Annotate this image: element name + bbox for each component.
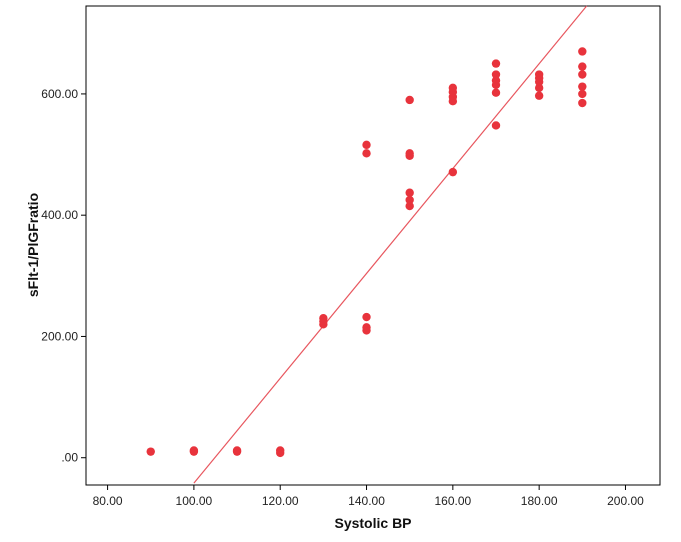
data-point — [578, 98, 587, 108]
data-point — [534, 91, 544, 100]
x-tick-label: 80.00 — [93, 494, 123, 508]
x-axis-ticks: 80.00 100.00 120.00 140.00 160.00 180.00 200.0… — [93, 485, 644, 508]
fit-line-layer — [193, 5, 588, 484]
x-tick-label: 120.00 — [262, 494, 299, 508]
data-point — [405, 201, 414, 211]
data-point — [232, 446, 242, 455]
y-axis-ticks: .00 200.00 400.00 600.00 — [41, 87, 86, 465]
data-point — [578, 47, 587, 56]
data-point — [405, 95, 414, 105]
data-point — [491, 121, 501, 130]
y-tick-label: 200.00 — [41, 329, 78, 343]
data-point — [319, 314, 328, 323]
points-layer — [146, 47, 587, 458]
data-point — [405, 149, 414, 158]
data-point — [362, 140, 371, 150]
data-point — [405, 195, 414, 205]
data-point — [491, 59, 501, 68]
x-tick-label: 160.00 — [434, 494, 471, 508]
data-point — [189, 446, 199, 455]
data-point — [276, 446, 285, 455]
y-tick-label: 600.00 — [41, 87, 78, 101]
y-axis-title: sFlt-1/PlGFratio — [25, 193, 41, 297]
fit-line — [193, 5, 588, 484]
data-point — [491, 70, 501, 79]
data-point — [534, 70, 544, 79]
x-tick-label: 180.00 — [521, 494, 558, 508]
data-point — [491, 88, 501, 97]
data-point — [146, 447, 155, 456]
plot-area — [85, 5, 661, 486]
x-tick-label: 200.00 — [607, 494, 644, 508]
x-tick-label: 100.00 — [176, 494, 213, 508]
data-point — [578, 82, 587, 91]
x-axis-title: Systolic BP — [334, 515, 411, 531]
data-point — [491, 76, 501, 85]
data-point — [578, 70, 587, 79]
data-point — [578, 62, 587, 71]
data-point — [362, 323, 371, 332]
x-tick-label: 140.00 — [348, 494, 385, 508]
y-tick-label: 400.00 — [41, 208, 78, 222]
data-point — [534, 83, 544, 93]
data-point — [362, 149, 371, 158]
data-point — [405, 188, 414, 197]
y-tick-label: .00 — [61, 451, 78, 465]
data-point — [578, 89, 587, 99]
data-point — [448, 83, 458, 93]
data-point — [362, 312, 371, 322]
data-point — [448, 167, 458, 177]
